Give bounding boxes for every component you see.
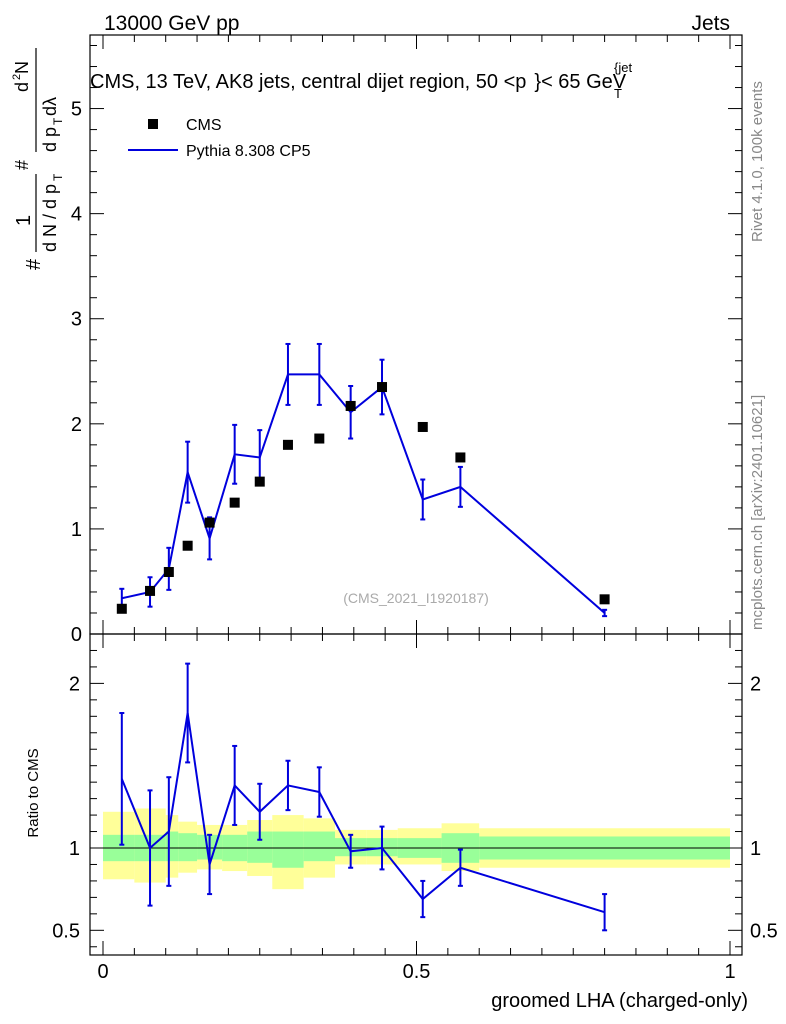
ylabel-frac2-den-sub: T xyxy=(51,117,65,125)
ylabel-frac2-num: d xyxy=(12,82,32,92)
ratio-y-tick-label-right: 2 xyxy=(750,673,761,695)
main-y-tick-label: 0 xyxy=(71,624,82,646)
mcplots-label: mcplots.cern.ch [arXiv:2401.10621] xyxy=(749,395,766,630)
chart-title-sup: {jet xyxy=(614,60,632,75)
ratio-y-tick-label: 2 xyxy=(69,673,80,695)
cms-data-point xyxy=(282,439,293,450)
cms-data-point xyxy=(314,433,325,444)
cms-data-point xyxy=(599,594,610,605)
chart-title-main: CMS, 13 TeV, AK8 jets, central dijet reg… xyxy=(90,71,526,93)
legend-pythia-label: Pythia 8.308 CP5 xyxy=(186,143,311,160)
ylabel-hash1: # xyxy=(23,258,45,270)
y-axis-label-bottom: Ratio to CMS xyxy=(25,748,42,837)
x-tick-label: 0 xyxy=(97,961,108,983)
cms-data-point xyxy=(229,497,240,508)
cms-data-point xyxy=(377,382,388,393)
data-layer: 0 0.5 1 0 1 2 3 4 5 0.5 0.5 1 1 2 2 xyxy=(52,99,778,983)
ylabel-frac1-den-sub: T xyxy=(51,173,65,181)
ylabel-frac2-num-tail: N xyxy=(12,61,32,74)
ylabel-frac1-num: 1 xyxy=(13,215,35,226)
ratio-band-inner xyxy=(303,831,335,862)
x-axis-label: groomed LHA (charged-only) xyxy=(491,990,748,1012)
cms-data-point xyxy=(182,540,193,551)
cms-data-point xyxy=(455,452,466,463)
ratio-panel xyxy=(89,633,743,956)
ylabel-frac1-den: d N / d p xyxy=(40,184,60,252)
legend-cms-marker xyxy=(148,119,158,129)
ylabel-hash2: # xyxy=(12,160,32,170)
cms-data-point xyxy=(163,566,174,577)
ratio-band-inner xyxy=(165,831,179,862)
cms-data-point xyxy=(417,421,428,432)
cms-data-point xyxy=(345,400,356,411)
pythia-line xyxy=(121,373,606,614)
cms-data-point xyxy=(116,603,127,614)
ratio-y-tick-label-right: 0.5 xyxy=(750,920,778,942)
ratio-band-inner xyxy=(272,831,304,868)
ratio-y-tick-label: 0.5 xyxy=(52,920,80,942)
chart-title-end: }< 65 GeV xyxy=(534,71,626,93)
y-axis-label-top: # 1 d N / d p T # d 2 N d p T dλ xyxy=(11,48,65,270)
cms-data-point xyxy=(254,476,265,487)
ratio-pythia-line xyxy=(120,712,605,914)
ylabel-frac2-num-sup: 2 xyxy=(11,74,23,80)
chart-title: CMS, 13 TeV, AK8 jets, central dijet reg… xyxy=(90,71,627,93)
x-tick-label: 1 xyxy=(724,961,735,983)
main-y-tick-label: 1 xyxy=(71,519,82,541)
ratio-y-tick-label-right: 1 xyxy=(750,838,761,860)
header-left: 13000 GeV pp xyxy=(104,12,239,35)
main-y-tick-label: 5 xyxy=(71,99,82,121)
main-y-tick-label: 2 xyxy=(71,414,82,436)
cms-data-point xyxy=(145,585,156,596)
rivet-label: Rivet 4.1.0, 100k events xyxy=(749,81,766,242)
header-right: Jets xyxy=(691,12,730,35)
cms-data-point xyxy=(204,517,215,528)
ylabel-frac2-den: d p xyxy=(40,127,60,152)
chart-title-sub: T xyxy=(614,86,622,101)
x-tick-label: 0.5 xyxy=(403,961,431,983)
ylabel-frac2-den-tail: dλ xyxy=(40,97,60,116)
main-y-tick-label: 4 xyxy=(71,204,82,226)
legend-cms-label: CMS xyxy=(186,117,222,134)
ratio-band-inner xyxy=(178,833,198,862)
analysis-watermark: (CMS_2021_I1920187) xyxy=(343,590,489,606)
ratio-y-tick-label: 1 xyxy=(69,838,80,860)
main-y-tick-label: 3 xyxy=(71,309,82,331)
